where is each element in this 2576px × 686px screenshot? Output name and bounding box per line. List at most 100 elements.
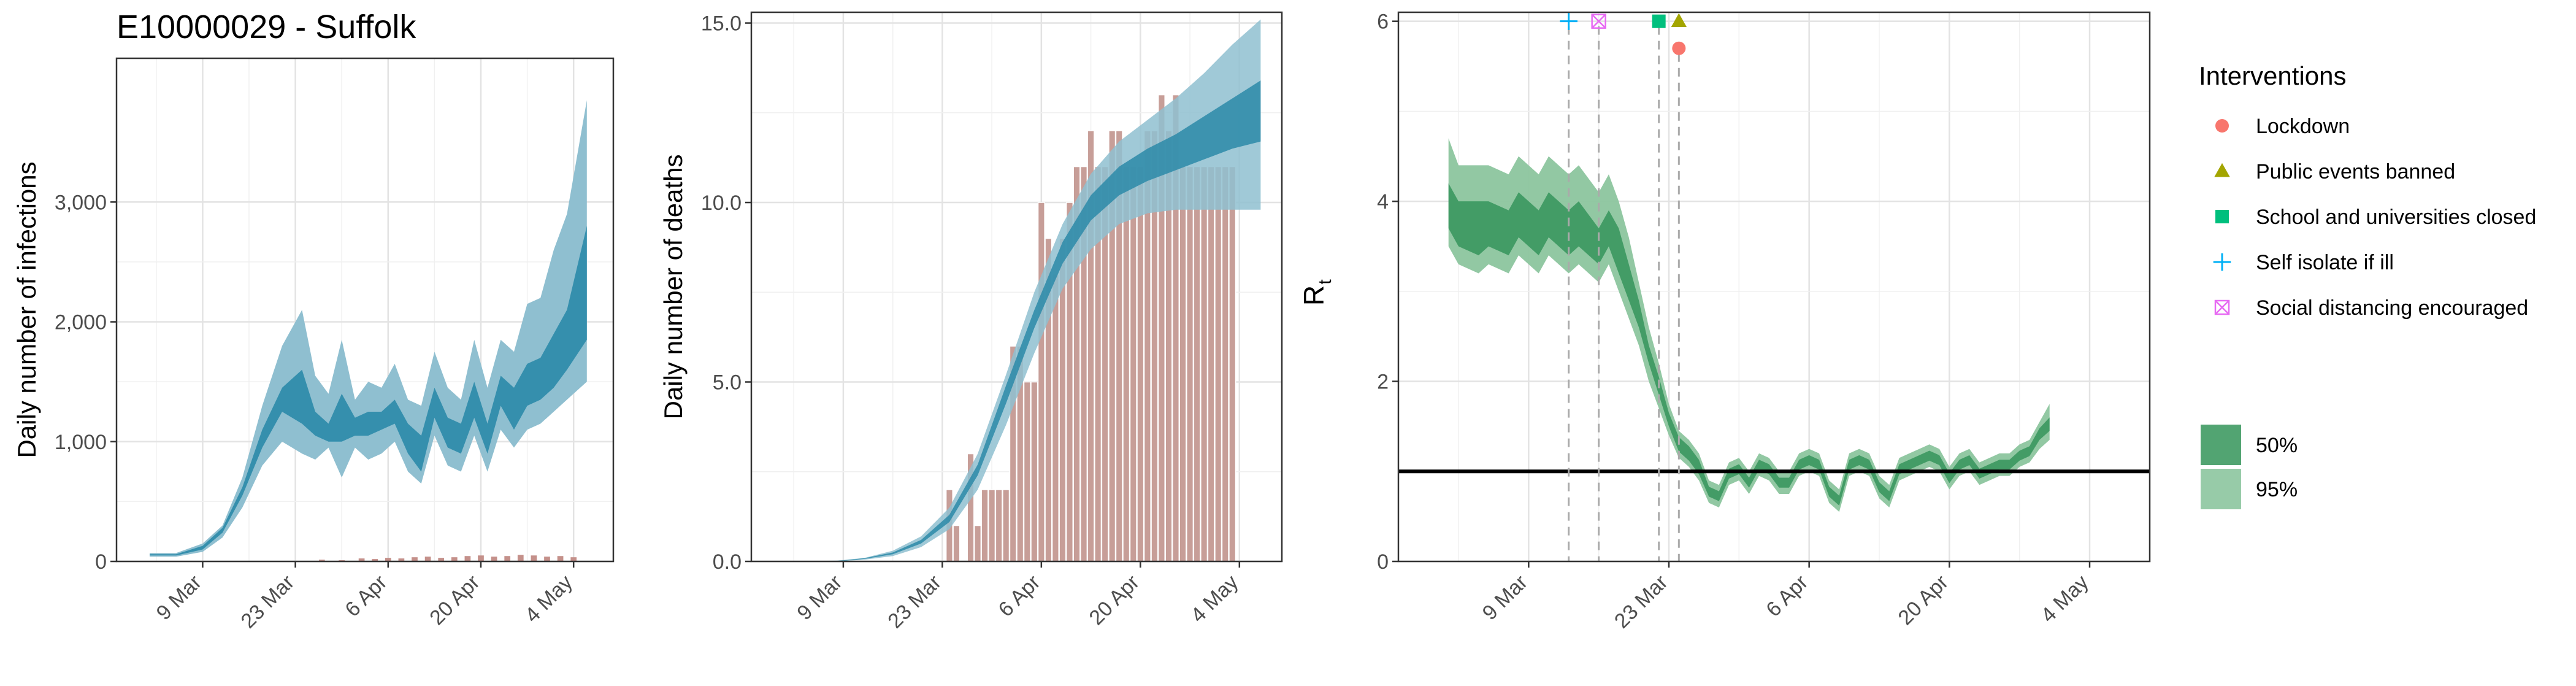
panel-border — [750, 11, 1283, 563]
x-tick-label: 6 Apr — [1761, 571, 1812, 622]
legend-marker-plus — [2213, 253, 2231, 271]
y-tick-label: 4 — [1377, 190, 1389, 214]
legend-label: School and universities closed — [2256, 206, 2536, 229]
intervention-marker-triangle — [1671, 13, 1687, 27]
infection-bar — [531, 555, 537, 561]
legend-marker-square — [2215, 210, 2229, 223]
death-bar — [1137, 166, 1144, 562]
x-tick-label: 6 Apr — [340, 571, 391, 622]
death-bar — [1129, 166, 1137, 562]
y-tick-label: 15.0 — [701, 12, 742, 36]
death-bar — [953, 525, 960, 562]
death-bar — [1221, 166, 1229, 562]
infection-bar — [372, 559, 378, 561]
x-tick-label: 4 May — [2036, 571, 2093, 627]
legend-band-label: 50% — [2256, 434, 2298, 457]
x-tick-label: 20 Apr — [425, 571, 484, 630]
infection-bar — [424, 557, 431, 561]
legend-band-label: 95% — [2256, 478, 2298, 501]
death-bar — [1122, 166, 1130, 562]
infection-bar — [451, 557, 458, 561]
infection-bar — [318, 560, 325, 561]
intervention-marker-square — [1652, 14, 1666, 28]
death-bar — [1229, 166, 1236, 562]
intervention-marker-boxx-box — [1591, 13, 1606, 29]
x-tick-label: 4 May — [1186, 571, 1243, 627]
y-axis-label-infections: Daily number of infections — [12, 161, 41, 458]
death-bar — [1179, 166, 1187, 562]
band-95-infections — [150, 100, 587, 557]
x-tick-label: 20 Apr — [1894, 571, 1953, 630]
legend-marker-circle — [2215, 119, 2229, 133]
chart-title: E10000029 - Suffolk — [117, 9, 416, 45]
y-tick-label: 1,000 — [55, 431, 107, 454]
infection-bar — [504, 556, 511, 561]
infection-bar — [478, 555, 484, 561]
y-tick-label: 10.0 — [701, 191, 742, 215]
infection-bar — [544, 557, 550, 561]
y-tick-label: 2,000 — [55, 311, 107, 334]
infection-bar — [464, 556, 471, 561]
intervention-marker-boxx-d2 — [1591, 13, 1606, 29]
panel-border — [1397, 11, 2151, 563]
infection-bar — [438, 558, 445, 561]
legend: Interventions Lockdown Public events banne… — [2199, 61, 2536, 509]
death-bar — [1200, 166, 1208, 562]
death-bar — [1193, 166, 1201, 562]
death-bar — [1186, 166, 1194, 562]
legend-band-swatch — [2201, 469, 2241, 509]
death-bar — [981, 489, 989, 562]
intervention-marker-plus — [1560, 12, 1577, 30]
legend-label: Public events banned — [2256, 160, 2455, 183]
x-tick-label: 4 May — [521, 571, 577, 627]
x-tick-label: 20 Apr — [1085, 571, 1144, 630]
y-axis-label-deaths: Daily number of deaths — [659, 155, 688, 420]
y-tick-label: 5.0 — [713, 371, 742, 395]
y-tick-label: 3,000 — [55, 191, 107, 214]
band-95-rt — [1448, 138, 2050, 512]
x-tick-label: 23 Mar — [883, 571, 946, 633]
y-axis-label-rt: R — [1298, 285, 1330, 306]
y-axis-label-rt-subscript: t — [1315, 279, 1335, 285]
band-50-deaths — [786, 80, 1261, 562]
x-tick-label: 6 Apr — [994, 571, 1045, 622]
death-bar — [974, 525, 982, 562]
death-bar — [995, 489, 1003, 562]
legend-label: Social distancing encouraged — [2256, 296, 2528, 320]
death-bar — [1023, 381, 1031, 562]
x-tick-label: 9 Mar — [792, 571, 846, 625]
infection-bar — [491, 557, 497, 561]
infection-bar — [385, 558, 391, 561]
band-50-infections — [150, 226, 587, 556]
legend-title: Interventions — [2199, 61, 2346, 90]
death-bar — [1207, 166, 1215, 562]
legend-band-swatch — [2201, 425, 2241, 465]
infection-bar — [570, 557, 577, 561]
x-tick-label: 23 Mar — [1610, 571, 1673, 633]
legend-label: Lockdown — [2256, 115, 2350, 138]
death-bar — [988, 489, 996, 562]
x-tick-label: 9 Mar — [152, 571, 206, 625]
y-tick-label: 6 — [1377, 10, 1389, 34]
death-bar — [1002, 489, 1010, 562]
y-tick-label: 0.0 — [713, 550, 742, 574]
infection-bar — [517, 555, 524, 561]
x-tick-label: 23 Mar — [237, 571, 299, 633]
death-bar — [1214, 166, 1222, 562]
x-tick-label: 9 Mar — [1478, 571, 1532, 625]
infection-bar — [412, 557, 418, 561]
panel-deaths: 0.0 5.0 10.0 15.0 9 Mar 23 Mar 6 Apr 20 Apr 4 Ma… — [659, 11, 1283, 633]
legend-marker-boxx — [2214, 299, 2230, 315]
legend-marker-triangle — [2214, 163, 2230, 177]
death-bar — [1037, 202, 1045, 562]
legend-marker-boxx-d2 — [2215, 300, 2229, 315]
infection-bar — [398, 558, 405, 561]
legend-marker-boxx-box — [2214, 299, 2230, 315]
y-tick-label: 0 — [95, 550, 107, 574]
death-bar — [1030, 381, 1038, 562]
intervention-marker-boxx — [1591, 13, 1606, 29]
infection-bar — [358, 558, 365, 561]
panel-border — [115, 57, 615, 563]
